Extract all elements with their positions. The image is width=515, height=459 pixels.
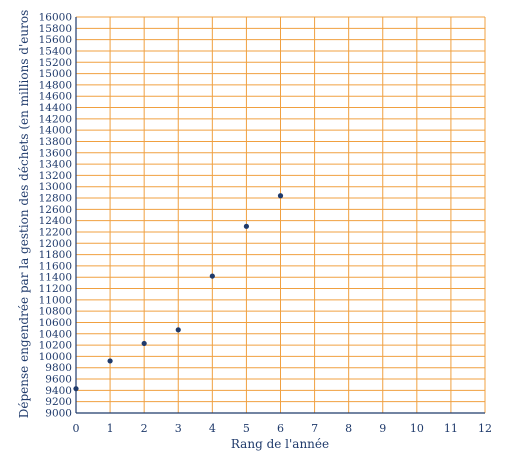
y-tick-label: 10800 bbox=[39, 306, 72, 318]
x-tick-label: 3 bbox=[175, 422, 182, 435]
x-tick-label: 2 bbox=[141, 422, 148, 435]
y-tick-label: 14800 bbox=[39, 79, 72, 91]
data-point bbox=[243, 223, 250, 229]
y-tick-label: 9600 bbox=[45, 374, 72, 386]
y-tick-label: 12600 bbox=[39, 204, 72, 216]
data-point bbox=[209, 273, 215, 279]
y-tick-label: 11000 bbox=[39, 294, 72, 306]
x-tick-label: 8 bbox=[345, 422, 352, 435]
x-tick-label: 5 bbox=[243, 422, 250, 435]
data-point bbox=[107, 358, 113, 364]
x-axis-title: Rang de l'année bbox=[231, 437, 329, 451]
y-tick-label: 9800 bbox=[45, 362, 72, 374]
y-tick-label: 15200 bbox=[39, 57, 72, 69]
y-tick-label: 14200 bbox=[39, 113, 72, 125]
y-tick-label: 11200 bbox=[39, 283, 72, 295]
axes bbox=[75, 17, 485, 414]
y-tick-label: 13200 bbox=[39, 170, 72, 182]
x-tick-labels: 0 1 2 3 4 5 6 7 8 9 10 11 12 bbox=[73, 422, 493, 435]
data-point bbox=[175, 327, 181, 333]
y-tick-label: 13000 bbox=[39, 181, 72, 193]
y-tick-label: 9200 bbox=[45, 396, 72, 408]
grid bbox=[75, 16, 486, 414]
x-tick-label: 12 bbox=[478, 422, 492, 435]
y-tick-label: 10200 bbox=[39, 340, 72, 352]
data-point bbox=[73, 386, 79, 392]
y-tick-label: 14400 bbox=[39, 102, 72, 114]
y-tick-labels: 9000920094009600980010000102001040010600… bbox=[39, 12, 72, 420]
data-point bbox=[277, 193, 284, 199]
y-tick-label: 15400 bbox=[39, 45, 72, 57]
x-tick-label: 11 bbox=[444, 422, 458, 435]
y-tick-label: 10400 bbox=[39, 328, 72, 340]
y-tick-label: 15000 bbox=[39, 68, 72, 80]
y-tick-label: 13400 bbox=[39, 159, 72, 171]
y-tick-label: 10000 bbox=[39, 351, 72, 363]
x-tick-label: 6 bbox=[277, 422, 284, 435]
y-tick-label: 11400 bbox=[39, 272, 72, 284]
y-tick-label: 16000 bbox=[39, 12, 72, 24]
data-point bbox=[141, 340, 147, 347]
x-tick-label: 7 bbox=[311, 422, 318, 435]
y-tick-label: 9400 bbox=[45, 385, 72, 397]
y-tick-label: 14000 bbox=[39, 125, 72, 137]
x-tick-label: 0 bbox=[73, 422, 80, 435]
y-tick-label: 12400 bbox=[39, 215, 72, 227]
x-tick-label: 4 bbox=[209, 422, 216, 435]
y-tick-label: 12000 bbox=[39, 238, 72, 250]
y-tick-label: 12200 bbox=[39, 226, 72, 238]
data-points bbox=[73, 193, 284, 392]
y-tick-label: 15800 bbox=[39, 23, 72, 35]
y-tick-label: 11800 bbox=[39, 249, 72, 261]
x-tick-label: 9 bbox=[379, 422, 386, 435]
y-tick-label: 13600 bbox=[39, 147, 72, 159]
y-tick-label: 14600 bbox=[39, 91, 72, 103]
y-tick-label: 9000 bbox=[45, 408, 72, 420]
y-axis-title: Dépense engendrée par la gestion des déc… bbox=[17, 10, 31, 418]
x-tick-label: 1 bbox=[107, 422, 114, 435]
x-tick-label: 10 bbox=[410, 422, 424, 435]
y-tick-label: 11600 bbox=[39, 260, 72, 272]
y-tick-label: 15600 bbox=[39, 34, 72, 46]
y-tick-label: 12800 bbox=[39, 193, 72, 205]
y-tick-label: 13800 bbox=[39, 136, 72, 148]
y-tick-label: 10600 bbox=[39, 317, 72, 329]
